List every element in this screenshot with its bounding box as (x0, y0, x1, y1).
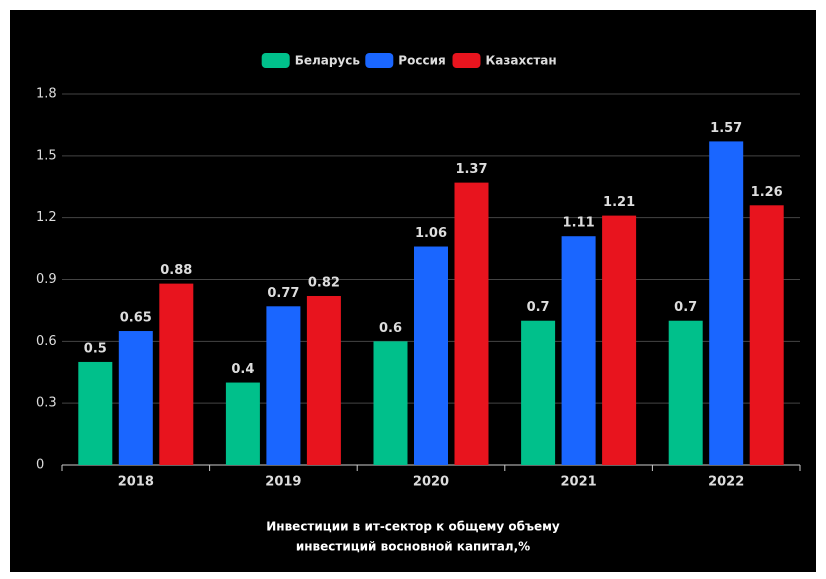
chart-title: инвестиций восновной капитал,% (296, 540, 530, 554)
bar (521, 320, 556, 465)
data-label: 0.4 (231, 362, 254, 377)
legend-swatch (365, 53, 394, 68)
x-tick-label: 2022 (708, 475, 744, 490)
data-label: 1.21 (603, 195, 635, 210)
bar (373, 341, 408, 465)
bar (709, 141, 744, 465)
chart-background (10, 10, 816, 572)
data-label: 1.11 (563, 216, 595, 231)
legend-label: Беларусь (295, 54, 361, 68)
bar (668, 320, 703, 465)
y-tick-label: 1.5 (36, 148, 57, 163)
legend-swatch (261, 53, 290, 68)
data-label: 1.57 (710, 121, 742, 136)
y-tick-label: 1.8 (36, 87, 57, 102)
data-label: 0.7 (527, 300, 550, 315)
legend-label: Россия (398, 54, 445, 68)
x-tick-label: 2020 (413, 475, 449, 490)
bar (749, 205, 784, 466)
bar (454, 182, 489, 465)
y-tick-label: 0.6 (36, 334, 57, 349)
bar (225, 382, 260, 465)
chart-title: Инвестиции в ит-сектор к общему объему (266, 520, 560, 534)
x-tick-label: 2018 (118, 475, 154, 490)
data-label: 1.26 (751, 185, 783, 200)
x-tick-label: 2021 (561, 475, 597, 490)
legend-label: Казахстан (486, 54, 557, 68)
bar (266, 306, 301, 465)
bar (414, 246, 448, 465)
data-label: 0.6 (379, 321, 402, 336)
bar (602, 215, 637, 465)
data-label: 0.5 (84, 341, 107, 356)
bar (306, 295, 341, 465)
bar (118, 331, 153, 465)
data-label: 0.77 (267, 286, 299, 301)
y-tick-label: 1.2 (36, 210, 57, 225)
y-tick-label: 0.3 (36, 396, 57, 411)
data-label: 0.65 (120, 311, 152, 326)
y-tick-label: 0.9 (36, 272, 57, 287)
data-label: 0.7 (674, 300, 697, 315)
bar (78, 361, 113, 465)
y-tick-label: 0 (36, 458, 44, 473)
x-tick-label: 2019 (265, 475, 301, 490)
data-label: 0.82 (308, 275, 340, 290)
legend-swatch (452, 53, 481, 68)
data-label: 1.37 (455, 162, 487, 177)
data-label: 1.06 (415, 226, 447, 241)
bar (561, 236, 596, 465)
bar (159, 283, 194, 465)
data-label: 0.88 (160, 263, 192, 278)
